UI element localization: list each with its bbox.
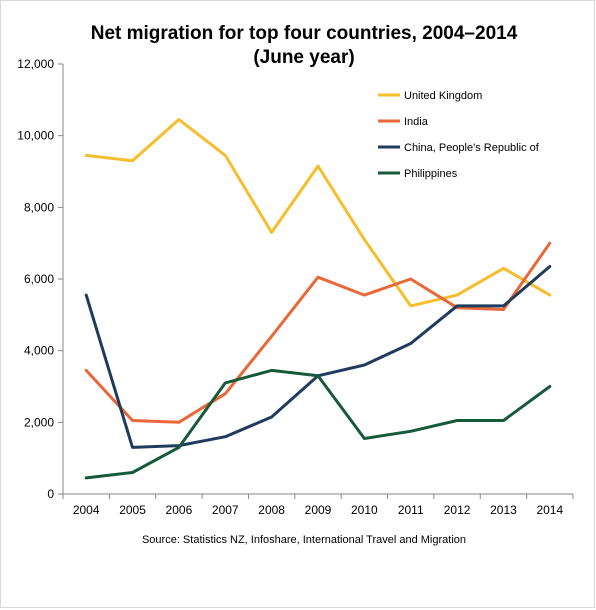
y-tick-label: 6,000	[24, 272, 54, 286]
x-tick-label: 2011	[398, 503, 424, 517]
legend-label: United Kingdom	[404, 90, 482, 102]
y-tick-label: 0	[47, 487, 54, 501]
y-tick-label: 10,000	[17, 129, 54, 143]
legend-label: India	[404, 116, 429, 128]
y-tick-label: 2,000	[24, 415, 54, 429]
chart-title: Net migration for top four countries, 20…	[91, 23, 518, 44]
x-tick-label: 2005	[119, 503, 146, 517]
series-lines	[84, 118, 552, 480]
x-tick-label: 2006	[166, 503, 193, 517]
x-tick-label: 2013	[490, 503, 517, 517]
y-tick-label: 8,000	[24, 200, 54, 214]
legend-label: China, People's Republic of	[404, 142, 540, 154]
x-tick-label: 2007	[212, 503, 239, 517]
series-line-1	[84, 241, 552, 424]
legend: United Kingdom India China, People's Repub…	[378, 90, 540, 180]
x-tick-label: 2008	[258, 503, 285, 517]
legend-label: Philippines	[404, 168, 458, 180]
x-tick-label: 2009	[305, 503, 332, 517]
source-note: Source: Statistics NZ, Infoshare, Intern…	[142, 534, 466, 546]
series-line-0	[84, 118, 552, 308]
x-tick-label: 2012	[444, 503, 471, 517]
x-tick-label: 2004	[73, 503, 100, 517]
x-tick-label: 2014	[536, 503, 563, 517]
y-tick-label: 12,000	[17, 57, 54, 71]
x-tick-label: 2010	[351, 503, 378, 517]
axes: 0 2,000 4,000 6,000 8,000 10,000 12,000 2004 200…	[17, 57, 574, 517]
series-line-3	[84, 368, 552, 480]
chart-subtitle: (June year)	[253, 47, 354, 68]
y-tick-label: 4,000	[24, 344, 54, 358]
